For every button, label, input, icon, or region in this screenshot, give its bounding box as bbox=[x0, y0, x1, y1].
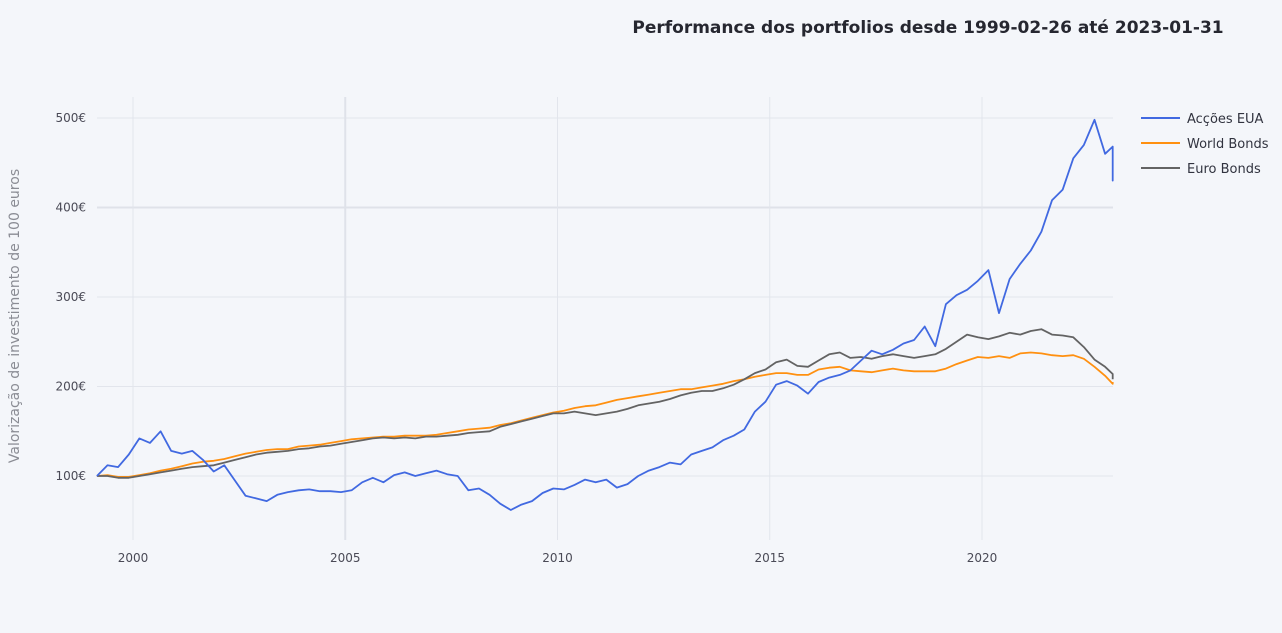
x-tick-label: 2005 bbox=[330, 551, 361, 565]
x-tick-label: 2015 bbox=[754, 551, 785, 565]
y-tick-label: 200€ bbox=[55, 380, 86, 394]
chart-title: Performance dos portfolios desde 1999-02… bbox=[632, 18, 1223, 38]
y-tick-label: 100€ bbox=[55, 469, 86, 483]
series-line-euro-bonds bbox=[96, 328, 1114, 479]
y-tick-label: 400€ bbox=[55, 201, 86, 215]
x-axis-ticks: 2000 2005 2010 2015 2020 bbox=[118, 551, 998, 565]
series-line-ac-es-eua bbox=[96, 118, 1114, 511]
legend-label: World Bonds bbox=[1187, 137, 1269, 152]
x-tick-label: 2020 bbox=[967, 551, 998, 565]
y-tick-label: 300€ bbox=[55, 290, 86, 304]
legend-item[interactable]: Euro Bonds bbox=[1141, 162, 1261, 177]
series-line-world-bonds bbox=[96, 351, 1114, 478]
legend-label: Euro Bonds bbox=[1187, 162, 1261, 177]
legend-item[interactable]: World Bonds bbox=[1141, 137, 1269, 152]
y-tick-label: 500€ bbox=[55, 111, 86, 125]
x-tick-label: 2010 bbox=[542, 551, 573, 565]
x-gridlines bbox=[132, 97, 983, 540]
y-axis-ticks: 100€ 200€ 300€ 400€ 500€ bbox=[55, 111, 86, 483]
y-axis-label: Valorização de investimento de 100 euros bbox=[7, 169, 23, 463]
x-tick-label: 2000 bbox=[118, 551, 149, 565]
series-lines bbox=[96, 118, 1114, 511]
legend-label: Acções EUA bbox=[1187, 112, 1264, 127]
legend-item[interactable]: Acções EUA bbox=[1141, 112, 1264, 127]
legend: Acções EUA World Bonds Euro Bonds bbox=[1141, 112, 1269, 177]
y-gridlines bbox=[97, 117, 1113, 477]
